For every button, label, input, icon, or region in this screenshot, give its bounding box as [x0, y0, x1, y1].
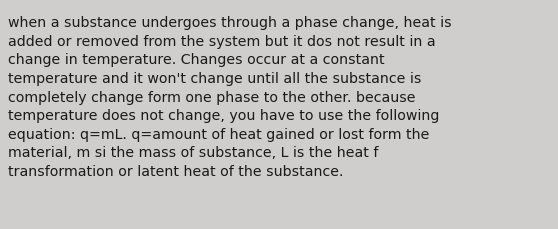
Text: when a substance undergoes through a phase change, heat is
added or removed from: when a substance undergoes through a pha… [8, 16, 452, 178]
